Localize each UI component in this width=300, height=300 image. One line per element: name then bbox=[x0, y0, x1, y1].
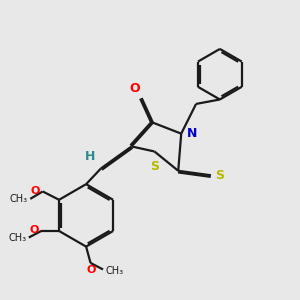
Text: N: N bbox=[187, 127, 197, 140]
Text: CH₃: CH₃ bbox=[105, 266, 124, 276]
Text: CH₃: CH₃ bbox=[8, 232, 26, 242]
Text: O: O bbox=[31, 186, 40, 196]
Text: S: S bbox=[150, 160, 159, 173]
Text: CH₃: CH₃ bbox=[10, 194, 28, 204]
Text: O: O bbox=[86, 265, 96, 275]
Text: O: O bbox=[29, 225, 39, 236]
Text: H: H bbox=[85, 150, 96, 163]
Text: S: S bbox=[215, 169, 224, 182]
Text: O: O bbox=[130, 82, 140, 95]
